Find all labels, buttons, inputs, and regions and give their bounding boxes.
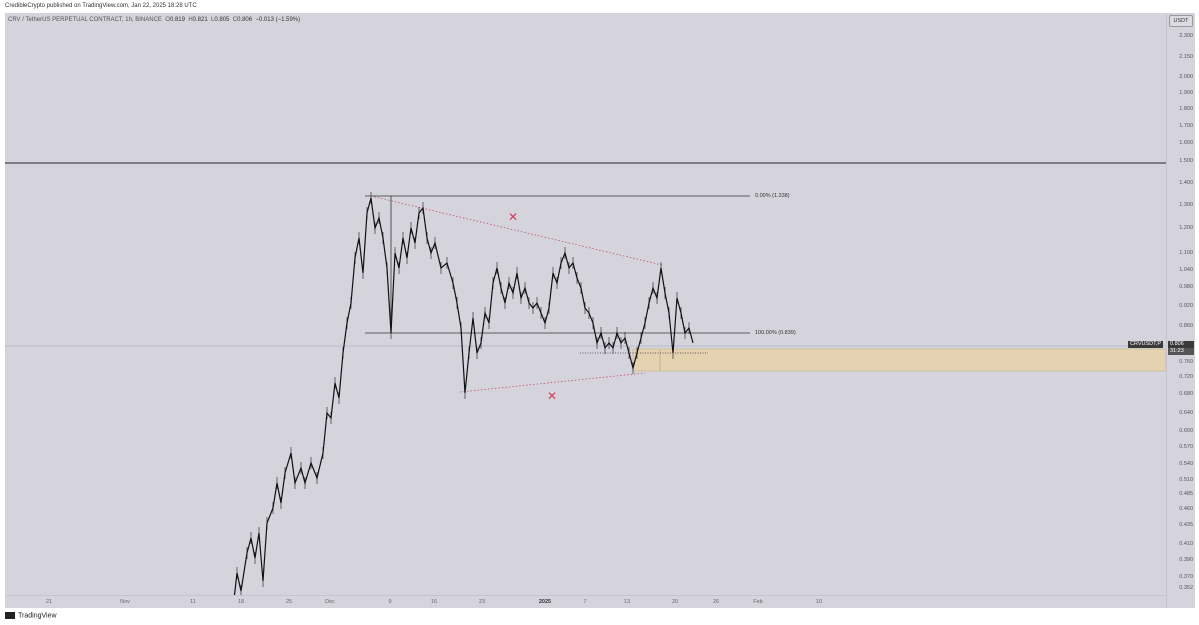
price-path bbox=[232, 197, 694, 608]
time-axis-label: 7 bbox=[583, 599, 587, 605]
price-tick-label: 0.760 bbox=[1179, 359, 1193, 365]
high-value: 0.821 bbox=[192, 17, 208, 23]
tradingview-logo-icon bbox=[5, 612, 15, 619]
price-tick-label: 0.390 bbox=[1179, 557, 1193, 563]
time-axis-label: 13 bbox=[623, 599, 631, 605]
price-tick-label: 0.860 bbox=[1179, 323, 1193, 329]
change-value: −0.013 (−1.59%) bbox=[255, 17, 301, 23]
time-axis-label: Nov bbox=[120, 599, 130, 605]
time-axis-label: Feb bbox=[753, 599, 763, 605]
symbol-info: CRV / TetherUS PERPETUAL CONTRACT, 1h, B… bbox=[8, 17, 300, 23]
current-price-tag: 0.806 bbox=[1168, 341, 1194, 348]
fib-top-label: 0.00% (1.338) bbox=[755, 193, 790, 199]
price-tick-label: 1.300 bbox=[1179, 202, 1193, 208]
close-label: C bbox=[232, 17, 238, 23]
currency-button[interactable]: USDT bbox=[1169, 15, 1193, 27]
price-tick-label: 1.040 bbox=[1179, 267, 1193, 273]
price-tick-label: 1.400 bbox=[1179, 180, 1193, 186]
price-tick-label: 2.150 bbox=[1179, 54, 1193, 60]
publisher-bar: CredibleCrypto published on TradingView.… bbox=[0, 0, 1199, 13]
price-tick-label: 1.600 bbox=[1179, 140, 1193, 146]
price-tick-label: 1.900 bbox=[1179, 90, 1193, 96]
high-label: H bbox=[188, 17, 193, 23]
time-axis-label: 23 bbox=[478, 599, 486, 605]
tradingview-logo[interactable]: TradingView bbox=[5, 612, 57, 619]
price-scale[interactable]: USDT 2.300 2.150 2.000 1.900 1.800 1.700 1.600… bbox=[1166, 13, 1195, 608]
price-tick-label: 0.410 bbox=[1179, 541, 1193, 547]
price-tick-label: 0.435 bbox=[1179, 522, 1193, 528]
price-tick-label: 0.600 bbox=[1179, 428, 1193, 434]
close-value: 0.806 bbox=[237, 17, 253, 23]
price-tick-label: 2.000 bbox=[1179, 74, 1193, 80]
price-tick-label: 0.680 bbox=[1179, 391, 1193, 397]
price-tick-label: 1.500 bbox=[1179, 158, 1193, 164]
time-axis-label: 20 bbox=[671, 599, 679, 605]
price-tick-label: 0.640 bbox=[1179, 410, 1193, 416]
open-label: O bbox=[165, 17, 170, 23]
open-value: 0.819 bbox=[169, 17, 185, 23]
low-value: 0.805 bbox=[214, 17, 230, 23]
time-axis-label: 10 bbox=[815, 599, 823, 605]
price-tick-label: 0.370 bbox=[1179, 574, 1193, 580]
time-axis-label: 26 bbox=[712, 599, 720, 605]
price-tick-label: 0.570 bbox=[1179, 444, 1193, 450]
symbol-name: CRV / TetherUS PERPETUAL CONTRACT, 1h, B… bbox=[8, 17, 162, 23]
upper-trendline bbox=[370, 195, 663, 266]
invalid-cross-icon: ✕ bbox=[547, 389, 558, 403]
price-tick-label: 1.700 bbox=[1179, 123, 1193, 129]
price-tick-label: 0.352 bbox=[1179, 585, 1193, 591]
low-label: L bbox=[211, 17, 215, 23]
time-axis-label: 9 bbox=[388, 599, 392, 605]
current-symbol-tag: CRVUSDT.P bbox=[1128, 341, 1164, 348]
price-chart[interactable] bbox=[5, 13, 1166, 608]
countdown-tag: 31:23 bbox=[1168, 348, 1194, 355]
invalid-cross-icon: ✕ bbox=[508, 210, 519, 224]
price-tick-label: 1.200 bbox=[1179, 225, 1193, 231]
price-tick-label: 0.920 bbox=[1179, 303, 1193, 309]
fib-bottom-label: 100.00% (0.839) bbox=[755, 330, 796, 336]
price-tick-label: 1.800 bbox=[1179, 106, 1193, 112]
time-axis-label: Dec bbox=[325, 599, 335, 605]
chart-pane[interactable]: CRV / TetherUS PERPETUAL CONTRACT, 1h, B… bbox=[5, 13, 1166, 608]
time-axis-label: 18 bbox=[237, 599, 245, 605]
brand-name: TradingView bbox=[18, 612, 57, 620]
candles-group bbox=[232, 192, 694, 608]
lower-trendline bbox=[459, 372, 646, 393]
time-axis-label: 16 bbox=[430, 599, 438, 605]
price-tick-label: 0.460 bbox=[1179, 506, 1193, 512]
price-tick-label: 0.720 bbox=[1179, 374, 1193, 380]
price-tick-label: 2.300 bbox=[1179, 33, 1193, 39]
price-tick-label: 0.485 bbox=[1179, 491, 1193, 497]
time-axis-label: 11 bbox=[190, 599, 196, 605]
publisher-text: CredibleCrypto published on TradingView.… bbox=[5, 3, 197, 9]
time-axis-label: 2025 bbox=[538, 599, 552, 605]
time-axis[interactable]: 21 Nov 11 18 25 Dec 9 16 23 2025 7 13 20 26 Feb 10 bbox=[5, 595, 1166, 609]
price-tick-label: 0.980 bbox=[1179, 284, 1193, 290]
price-tick-label: 0.540 bbox=[1179, 461, 1193, 467]
time-axis-label: 21 bbox=[45, 599, 53, 605]
price-tick-label: 1.100 bbox=[1179, 250, 1193, 256]
footer: TradingView bbox=[0, 608, 1199, 625]
price-tick-label: 0.510 bbox=[1179, 477, 1193, 483]
demand-zone bbox=[632, 348, 1166, 372]
time-axis-label: 25 bbox=[285, 599, 293, 605]
